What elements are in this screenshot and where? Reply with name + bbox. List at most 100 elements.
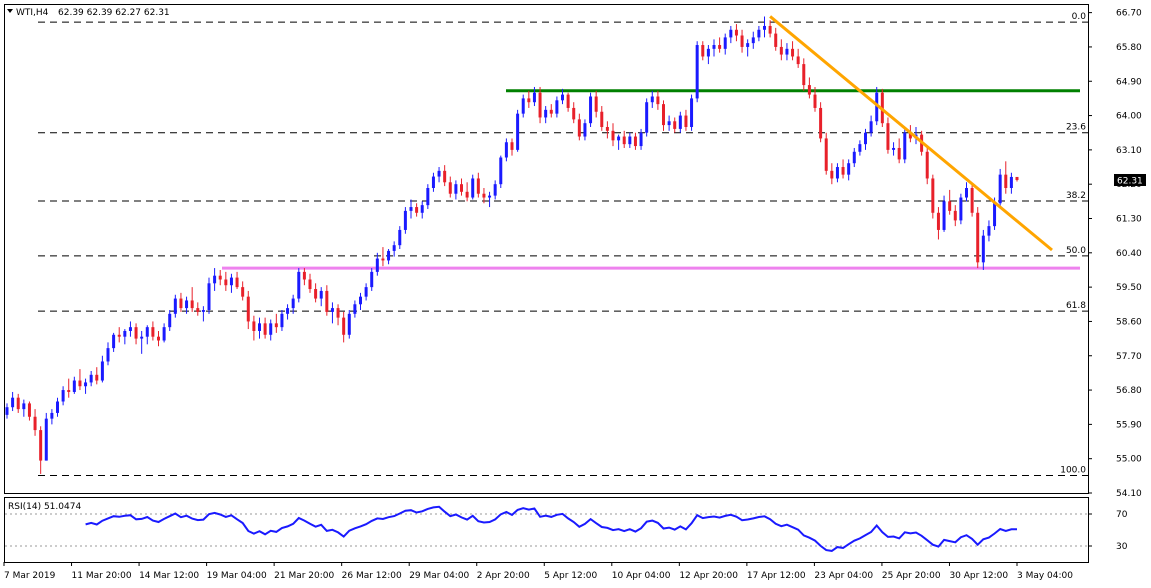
- candle: [258, 317, 261, 339]
- time-tick-label: 11 Mar 20:00: [72, 571, 132, 581]
- candle-body: [819, 107, 823, 139]
- time-tick-label: 7 Mar 2019: [4, 571, 56, 581]
- price-tick-label: 54.10: [1116, 489, 1142, 499]
- candle-body: [67, 390, 71, 392]
- candle-body: [684, 115, 688, 127]
- candle-body: [493, 184, 497, 196]
- candle: [858, 140, 862, 156]
- candle-body: [185, 300, 189, 309]
- candle-body: [426, 188, 430, 206]
- candle: [482, 188, 486, 204]
- candle-body: [409, 207, 413, 211]
- candle: [185, 296, 189, 314]
- candle-body: [555, 100, 559, 114]
- candle: [426, 184, 430, 209]
- price-tick-label: 61.30: [1116, 215, 1142, 225]
- candle-body: [538, 92, 542, 118]
- time-axis: 7 Mar 2019 11 Mar 20:00 14 Mar 12:00 19 Mar…: [3, 562, 1073, 581]
- candle: [314, 283, 318, 303]
- candle: [791, 41, 795, 61]
- candle-body: [291, 298, 295, 309]
- candle-body: [549, 109, 553, 114]
- candle-body: [718, 45, 722, 49]
- candle: [678, 111, 682, 133]
- candle-body: [269, 323, 273, 335]
- candle-body: [617, 136, 621, 141]
- candle-body: [807, 85, 811, 95]
- candle: [431, 172, 435, 192]
- candle-body: [785, 48, 789, 55]
- candle-body: [229, 277, 233, 286]
- candle-body: [633, 136, 637, 147]
- candle-body: [27, 403, 31, 417]
- candle: [27, 401, 31, 421]
- candle-body: [802, 64, 806, 86]
- candle: [864, 128, 867, 150]
- candle-body: [572, 107, 576, 120]
- dropdown-icon[interactable]: [7, 9, 13, 13]
- candle-body: [987, 226, 991, 236]
- candle-body: [544, 109, 548, 118]
- candle: [359, 292, 362, 310]
- candle-body: [420, 205, 424, 213]
- candle: [381, 247, 385, 267]
- candle: [729, 25, 733, 44]
- candle-body: [218, 275, 222, 280]
- candle: [734, 24, 738, 42]
- candle: [948, 189, 952, 215]
- candle-body: [510, 142, 514, 150]
- candle: [420, 201, 424, 219]
- candle: [965, 182, 968, 202]
- rsi-panel: RSI(14) 51.0474 70 30: [5, 502, 1128, 552]
- candle: [757, 25, 761, 42]
- candle: [89, 371, 93, 387]
- candle-body: [286, 308, 290, 314]
- candle: [100, 355, 104, 383]
- main-panel-border: [4, 4, 1089, 494]
- candle: [981, 229, 985, 270]
- candle-body: [89, 374, 93, 383]
- candle: [617, 134, 621, 150]
- candle: [583, 119, 587, 141]
- candle-body: [117, 334, 121, 337]
- candle-body: [179, 298, 183, 309]
- candle: [970, 184, 974, 217]
- candle-body: [476, 178, 480, 194]
- candle: [213, 268, 217, 291]
- candle-body: [1009, 176, 1013, 188]
- candle-body: [201, 310, 205, 312]
- trendline: [769, 15, 1053, 252]
- candle: [987, 220, 991, 242]
- candle-body: [84, 382, 88, 387]
- candle-body: [611, 130, 615, 141]
- candle-body: [864, 132, 867, 145]
- candle-body: [712, 45, 716, 49]
- candle-body: [656, 96, 660, 105]
- candle-body: [892, 147, 896, 150]
- candle: [302, 268, 306, 286]
- candle: [252, 315, 256, 341]
- candle-body: [274, 323, 278, 328]
- candle-body: [998, 174, 1002, 204]
- candle-body: [628, 136, 632, 145]
- candle-body: [128, 327, 132, 331]
- candle: [662, 100, 665, 131]
- candle-body: [605, 127, 609, 131]
- fib-label: 38.2: [1066, 191, 1086, 201]
- candle: [847, 159, 851, 181]
- rsi-panel-border: [4, 497, 1089, 563]
- candle-body: [370, 271, 374, 288]
- candle-body: [280, 313, 284, 328]
- candle-body: [662, 104, 665, 126]
- candle: [308, 273, 312, 293]
- last-price-box: [1114, 173, 1146, 186]
- candle-body: [308, 279, 312, 290]
- fibonacci-levels: 0.0 23.6 38.2 50.0 61.8 100.0: [38, 12, 1088, 476]
- candle-body: [723, 37, 727, 49]
- candle-body: [948, 201, 952, 211]
- price-tick-label: 65.80: [1116, 43, 1142, 53]
- time-tick-label: 19 Mar 04:00: [207, 571, 267, 581]
- candle-body: [690, 98, 694, 127]
- candle-body: [566, 94, 570, 108]
- candle: [347, 310, 351, 339]
